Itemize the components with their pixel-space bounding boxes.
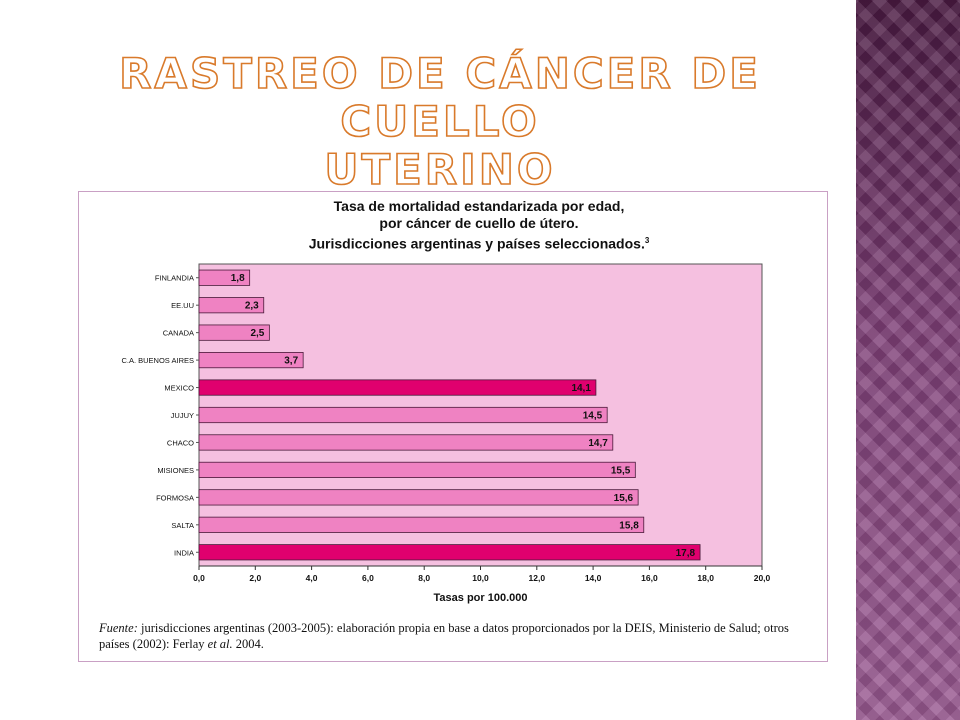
x-tick-label: 10,0 bbox=[472, 573, 489, 583]
source-note: Fuente: jurisdicciones argentinas (2003-… bbox=[99, 620, 799, 652]
x-tick-label: 20,0 bbox=[754, 573, 771, 583]
category-label: EE.UU bbox=[171, 301, 194, 310]
bar-value-label: 2,3 bbox=[245, 301, 259, 312]
bar-value-label: 14,7 bbox=[588, 438, 608, 449]
category-label: CANADA bbox=[163, 329, 194, 338]
bar-value-label: 14,1 bbox=[571, 383, 591, 394]
source-et-al: et al. bbox=[207, 637, 233, 651]
bar-value-label: 15,8 bbox=[619, 520, 639, 531]
x-tick-label: 4,0 bbox=[306, 573, 318, 583]
category-label: C.A. BUENOS AIRES bbox=[121, 356, 194, 365]
x-tick-label: 8,0 bbox=[418, 573, 430, 583]
category-label: FORMOSA bbox=[156, 493, 194, 502]
bar bbox=[198, 516, 645, 533]
source-label: Fuente: bbox=[99, 621, 138, 635]
x-tick-label: 2,0 bbox=[249, 573, 261, 583]
bar-value-label: 14,5 bbox=[583, 411, 603, 422]
bar bbox=[198, 406, 608, 424]
bar-value-label: 3,7 bbox=[284, 356, 298, 367]
category-label: INDIA bbox=[174, 548, 194, 557]
category-label: CHACO bbox=[167, 438, 194, 447]
bar bbox=[198, 544, 701, 561]
bar-value-label: 15,5 bbox=[611, 465, 631, 476]
x-tick-label: 12,0 bbox=[529, 573, 546, 583]
x-tick-label: 14,0 bbox=[585, 573, 602, 583]
bar bbox=[198, 461, 636, 478]
bar-value-label: 17,8 bbox=[676, 548, 696, 559]
chart-title-footnote: 3 bbox=[644, 236, 650, 245]
category-label: JUJUY bbox=[171, 411, 194, 420]
bar-value-label: 2,5 bbox=[250, 328, 264, 339]
chart-title-line-3-text: Jurisdicciones argentinas y países selec… bbox=[308, 235, 645, 252]
chart-title: Tasa de mortalidad estandarizada por eda… bbox=[229, 198, 729, 253]
chart-title-line-3: Jurisdicciones argentinas y países selec… bbox=[229, 232, 729, 253]
x-axis-title: Tasas por 100.000 bbox=[434, 592, 528, 604]
source-text-2: 2004. bbox=[232, 637, 264, 651]
x-tick-label: 0,0 bbox=[193, 573, 205, 583]
category-label: MISIONES bbox=[157, 466, 194, 475]
source-text-1: jurisdicciones argentinas (2003-2005): e… bbox=[99, 621, 789, 651]
chart-title-line-1: Tasa de mortalidad estandarizada por eda… bbox=[333, 198, 625, 214]
bar bbox=[198, 489, 639, 506]
slide-title-line-2: UTERINO bbox=[324, 145, 556, 195]
bar bbox=[198, 379, 597, 396]
decorative-side-panel bbox=[856, 0, 960, 720]
x-tick-label: 16,0 bbox=[641, 573, 658, 583]
chart-title-line-2: por cáncer de cuello de útero. bbox=[379, 215, 579, 231]
category-label: MEXICO bbox=[164, 384, 194, 393]
bar-value-label: 1,8 bbox=[231, 273, 245, 284]
slide-title: RASTREO DE CÁNCER DE CUELLO UTERINO bbox=[60, 49, 820, 195]
category-label: FINLANDIA bbox=[155, 274, 194, 283]
category-label: SALTA bbox=[171, 521, 194, 530]
bar-value-label: 15,6 bbox=[614, 493, 634, 504]
bar-chart: 1,8 FINLANDIA 2,3 EE.UU 2,5 CANADA 3,7 C.A. BUE… bbox=[121, 263, 771, 604]
x-tick-label: 6,0 bbox=[362, 573, 374, 583]
bar bbox=[198, 434, 614, 451]
chart-figure: Tasa de mortalidad estandarizada por eda… bbox=[78, 191, 828, 662]
x-tick-label: 18,0 bbox=[697, 573, 714, 583]
slide-title-line-1: RASTREO DE CÁNCER DE CUELLO bbox=[118, 49, 761, 147]
